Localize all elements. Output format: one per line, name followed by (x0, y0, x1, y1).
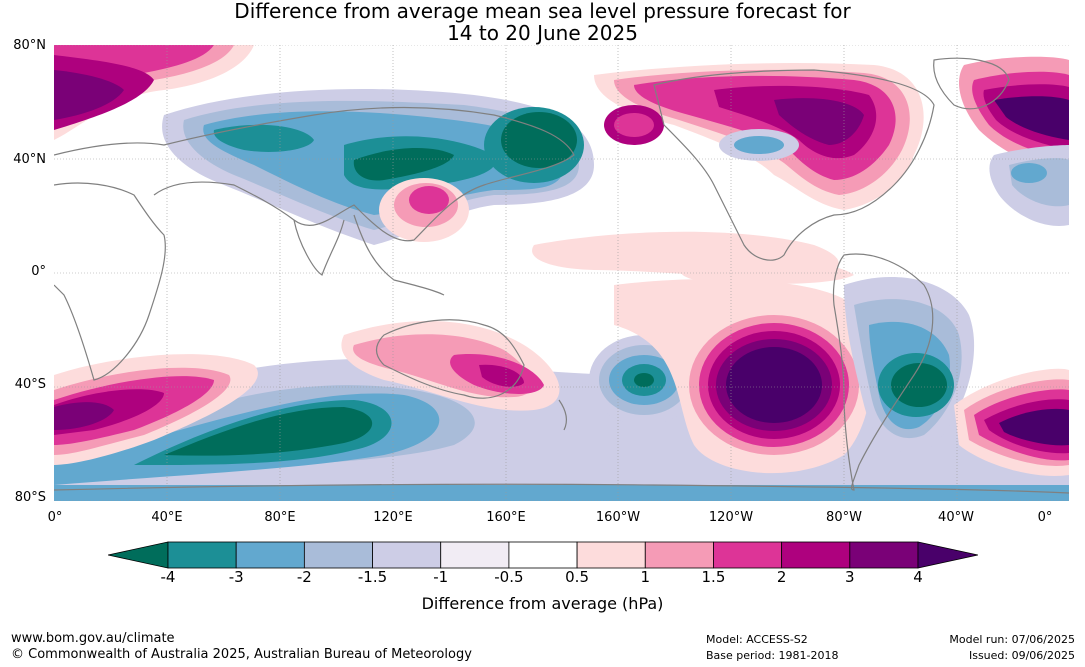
lon-label-80e: 80°E (264, 510, 296, 525)
northeast-pacific-low-anomaly (719, 129, 799, 161)
footer-issued: Issued: 09/06/2025 (968, 649, 1075, 662)
lon-label-40e: 40°E (151, 510, 183, 525)
colorbar-segment (167, 541, 237, 569)
colorbar-tick-label: 0.5 (565, 568, 589, 586)
colorbar-segment (781, 541, 851, 569)
colorbar-tick-label: 3 (845, 568, 855, 586)
colorbar-label: Difference from average (hPa) (421, 594, 664, 613)
footer-copyright: © Commonwealth of Australia 2025, Austra… (11, 647, 472, 662)
asia-pacific-low-anomaly (162, 89, 595, 245)
footer-base-period: Base period: 1981-2018 (706, 649, 839, 662)
colorbar-segment (440, 541, 510, 569)
colorbar-tick-label: -2 (296, 568, 312, 586)
colorbar-segment (644, 541, 714, 569)
south-atlantic-high-anomaly (954, 368, 1069, 476)
lon-label-160e: 160°E (486, 510, 526, 525)
atlantic-low-anomaly (989, 145, 1069, 226)
colorbar-tick-label: -0.5 (494, 568, 524, 586)
colorbar-extend-high (917, 541, 978, 569)
colorbar (108, 541, 978, 569)
lat-label-80s: 80°S (14, 490, 46, 505)
colorbar-segment (372, 541, 442, 569)
colorbar-segment (235, 541, 305, 569)
colorbar-segment (849, 541, 919, 569)
footer-model: Model: ACCESS-S2 (706, 633, 808, 646)
graticule (54, 45, 1069, 501)
colorbar-extend-low (108, 541, 169, 569)
colorbar-tick-label: -4 (160, 568, 176, 586)
lon-label-0-right: 0° (1037, 510, 1053, 525)
map-title-line-2: 14 to 20 June 2025 (447, 21, 638, 45)
north-atlantic-high-anomaly (959, 56, 1069, 175)
australia-high-anomaly (341, 321, 560, 411)
lat-label-equator: 0° (31, 264, 46, 279)
lon-label-40w: 40°W (938, 510, 974, 525)
lon-label-120w: 120°W (708, 510, 754, 525)
colorbar-tick-label: -3 (228, 568, 244, 586)
colorbar-segment (713, 541, 783, 569)
colorbar-tick-label: -1 (433, 568, 449, 586)
lat-label-80n: 80°N (13, 38, 46, 53)
pressure-anomaly-map (54, 45, 1069, 501)
south-pacific-high-anomaly (614, 279, 873, 474)
footer-model-run: Model run: 07/06/2025 (949, 633, 1075, 646)
coastlines (54, 57, 1069, 494)
colorbar-tick-label: -1.5 (357, 568, 388, 586)
lon-label-80w: 80°W (826, 510, 862, 525)
indian-ocean-high-anomaly (54, 354, 258, 465)
europe-high-anomaly (54, 45, 254, 140)
colorbar-segment (303, 541, 373, 569)
lat-label-40s: 40°S (14, 377, 46, 392)
lon-label-120e: 120°E (373, 510, 413, 525)
lat-label-40n: 40°N (13, 152, 46, 167)
colorbar-segment (508, 541, 578, 569)
lon-label-160w: 160°W (595, 510, 641, 525)
lon-label-0: 0° (47, 510, 63, 525)
colorbar-tick-label: 4 (913, 568, 923, 586)
west-pacific-high-anomaly (379, 178, 469, 242)
colorbar-segment (576, 541, 646, 569)
colorbar-tick-label: 1.5 (701, 568, 726, 586)
footer-url[interactable]: www.bom.gov.au/climate (11, 631, 175, 646)
map-title-line-1: Difference from average mean sea level p… (234, 0, 851, 23)
colorbar-tick-label: 1 (640, 568, 651, 586)
colorbar-tick-label: 2 (776, 568, 787, 586)
